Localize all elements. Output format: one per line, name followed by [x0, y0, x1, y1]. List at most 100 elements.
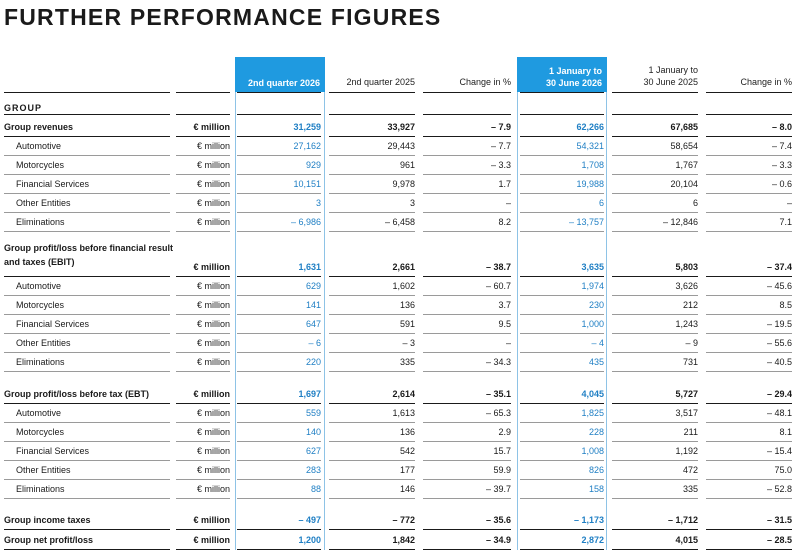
cell-col3: – 60.7 — [485, 281, 511, 291]
rule-line — [706, 549, 792, 550]
table-row: Motorcycles € million 140 136 2.9 228 211 8.1 — [0, 423, 800, 441]
rule-line — [423, 479, 511, 480]
cell-col6: – 52.8 — [766, 484, 792, 494]
row-unit: € million — [196, 198, 230, 208]
rule-line — [176, 295, 230, 296]
rule-line — [612, 479, 698, 480]
rule-line — [237, 460, 321, 461]
header-h1-2026-line2: 30 June 2026 — [545, 78, 602, 88]
header-q2-2026-label: 2nd quarter 2026 — [247, 78, 320, 88]
cell-col2: 1,842 — [392, 535, 415, 545]
rule-line — [520, 371, 604, 372]
cell-col2: – 6,458 — [384, 217, 415, 227]
rule-line — [706, 136, 792, 137]
rule-line — [329, 371, 415, 372]
cell-col2: – 3 — [402, 338, 415, 348]
rule-line — [520, 422, 604, 423]
rule-line — [237, 212, 321, 213]
cell-col1: – 6,986 — [290, 217, 321, 227]
rule-line — [423, 549, 511, 550]
rule-line — [520, 212, 604, 213]
table-row: Other Entities € million 3 3 – 6 6 – — [0, 194, 800, 212]
table-row: Financial Services € million 647 591 9.5 1,00… — [0, 315, 800, 333]
header-h1-2026: 1 January to 30 June 2026 — [517, 57, 607, 92]
table-row: Financial Services € million 10,151 9,978 1.… — [0, 175, 800, 193]
rule-line — [237, 174, 321, 175]
cell-col5: 335 — [682, 484, 698, 494]
row-label: Other Entities — [16, 198, 71, 208]
rule-line — [612, 529, 698, 530]
rule-line — [4, 295, 170, 296]
rule-line — [176, 498, 230, 499]
table-row: Automotive € million 629 1,602 – 60.7 1,974 3,… — [0, 277, 800, 295]
cell-col1: 3 — [315, 198, 321, 208]
header-change-h1: Change in % — [706, 76, 792, 88]
cell-col5: 6 — [692, 198, 698, 208]
rule-line — [520, 441, 604, 442]
row-label: Eliminations — [16, 357, 65, 367]
cell-col4: 4,045 — [581, 389, 604, 399]
table-row: Eliminations € million – 6,986 – 6,458 8.2 – … — [0, 213, 800, 231]
row-label: Eliminations — [16, 484, 65, 494]
rule-line — [4, 212, 170, 213]
table-row: Motorcycles € million 929 961 – 3.3 1,708 1,76… — [0, 156, 800, 174]
cell-col2: 29,443 — [387, 141, 415, 151]
row-unit: € million — [196, 357, 230, 367]
rule-line — [423, 422, 511, 423]
cell-col1: 88 — [310, 484, 321, 494]
rule-line — [329, 333, 415, 334]
row-label: Automotive — [16, 141, 62, 151]
cell-col5: 3,626 — [675, 281, 698, 291]
header-h1-2025-line2: 30 June 2025 — [643, 77, 698, 87]
rule-line — [706, 314, 792, 315]
cell-col2: 2,661 — [392, 262, 415, 272]
cell-col6: 7.1 — [779, 217, 792, 227]
rule-line — [4, 136, 170, 137]
rule-line — [612, 441, 698, 442]
rule-line — [176, 460, 230, 461]
rule-line — [176, 529, 230, 530]
cell-col4: 230 — [588, 300, 604, 310]
rule-line — [329, 114, 415, 115]
cell-col3: 1.7 — [498, 179, 511, 189]
rule-line — [4, 276, 170, 277]
cell-col2: 146 — [399, 484, 415, 494]
block-total-row: € million 1,631 2,661 – 38.7 3,635 5,803 – 37.… — [0, 258, 800, 276]
rule-line — [4, 174, 170, 175]
rule-line — [176, 193, 230, 194]
row-label: Group profit/loss before tax (EBT) — [4, 389, 150, 399]
header-h1-2025-line1: 1 January to — [648, 65, 698, 75]
row-unit: € million — [196, 427, 230, 437]
rule-line — [329, 352, 415, 353]
cell-col6: 8.5 — [779, 300, 792, 310]
rule-line — [329, 498, 415, 499]
rule-line — [706, 529, 792, 530]
row-label: Financial Services — [16, 319, 90, 329]
block-total-row: Group profit/loss before tax (EBT) € mill… — [0, 385, 800, 403]
rule-line — [176, 441, 230, 442]
cell-col1: 929 — [305, 160, 321, 170]
rule-line — [612, 114, 698, 115]
row-unit: € million — [193, 389, 230, 399]
header-change-q: Change in % — [423, 76, 511, 88]
table-row: Automotive € million 27,162 29,443 – 7.7 54,3… — [0, 137, 800, 155]
cell-col1: 141 — [305, 300, 321, 310]
row-label: Automotive — [16, 281, 62, 291]
cell-col3: – 7.7 — [490, 141, 511, 151]
rule-line — [706, 479, 792, 480]
rule-line — [237, 333, 321, 334]
cell-col3: – 7.9 — [490, 122, 511, 132]
cell-col2: 136 — [399, 427, 415, 437]
rule-line — [706, 498, 792, 499]
cell-col1: 629 — [305, 281, 321, 291]
cell-col1: 140 — [305, 427, 321, 437]
rule-line — [329, 479, 415, 480]
rule-line — [706, 276, 792, 277]
rule-line — [176, 136, 230, 137]
rule-line — [423, 295, 511, 296]
rule-line — [329, 193, 415, 194]
rule-line — [612, 155, 698, 156]
cell-col4: 1,008 — [581, 446, 604, 456]
rule-line — [612, 231, 698, 232]
block-total-row: Group revenues € million 31,259 33,927 – 7.9… — [0, 118, 800, 136]
